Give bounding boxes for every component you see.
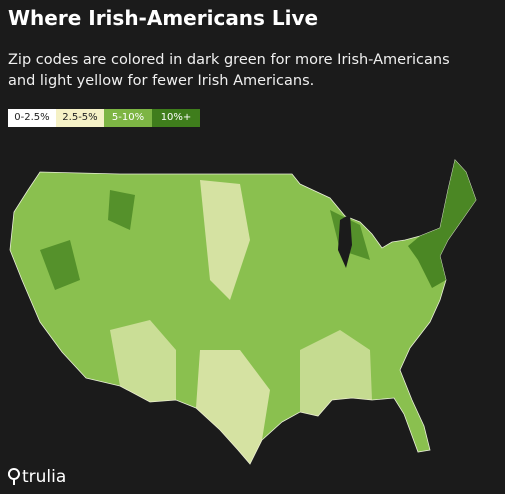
region-dark-northeast <box>408 160 476 288</box>
subtitle-line: and light yellow for fewer Irish America… <box>8 73 315 89</box>
legend-item: 10%+ <box>152 109 200 127</box>
logo: trulia <box>8 467 66 487</box>
legend: 0-2.5% 2.5-5% 5-10% 10%+ <box>8 109 200 127</box>
us-map <box>9 159 477 465</box>
legend-item: 2.5-5% <box>56 109 104 127</box>
lake-michigan <box>338 214 352 268</box>
subtitle-line: Zip codes are colored in dark green for … <box>8 52 450 68</box>
title: Where Irish-Americans Live <box>8 6 319 30</box>
region-light-south <box>300 330 372 416</box>
region-dark-west <box>40 190 370 290</box>
logo-text: trulia <box>22 467 67 487</box>
legend-item: 0-2.5% <box>8 109 56 127</box>
legend-item: 5-10% <box>104 109 152 127</box>
region-light-texas <box>196 350 270 464</box>
region-light-plains <box>200 180 250 300</box>
logo-pin <box>8 468 20 485</box>
subtitle: Zip codes are colored in dark green for … <box>8 50 450 92</box>
region-light-southwest <box>110 320 176 402</box>
